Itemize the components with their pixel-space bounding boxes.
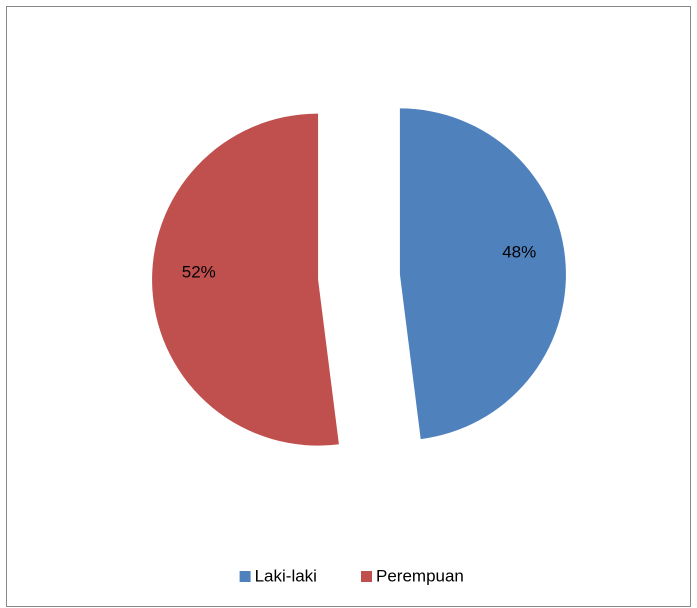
pie-slice <box>399 108 566 440</box>
legend-label: Laki-laki <box>255 566 317 585</box>
legend-swatch <box>361 571 372 582</box>
chart-frame <box>6 6 691 607</box>
data-label: 48% <box>502 242 536 261</box>
legend-label: Perempuan <box>376 566 464 585</box>
legend-swatch <box>239 571 251 582</box>
data-label: 52% <box>182 263 216 282</box>
pie-slice <box>152 113 339 446</box>
